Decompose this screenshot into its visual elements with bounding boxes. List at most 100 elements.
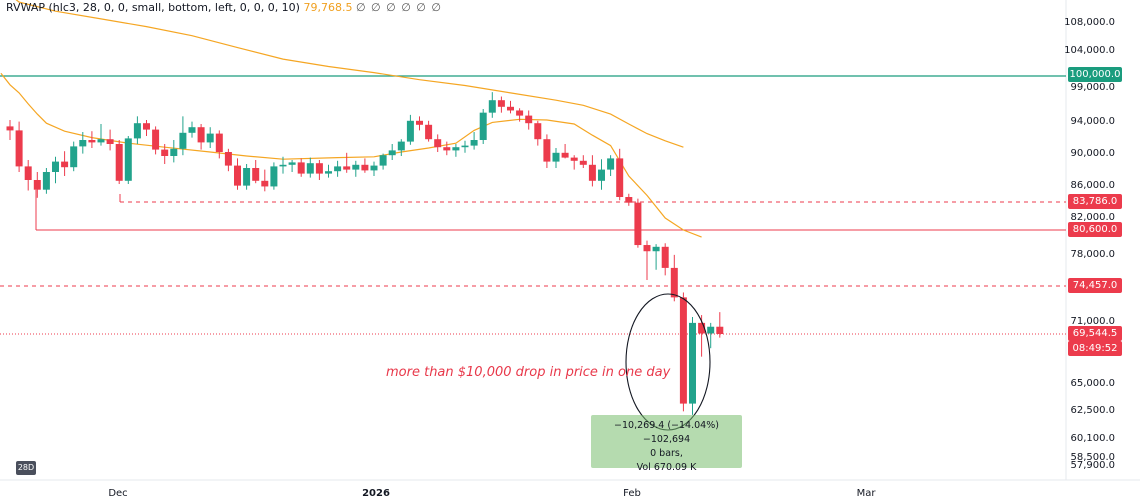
rvwap-value: 79,768.5 xyxy=(303,1,353,14)
candle xyxy=(115,140,123,184)
candle-body xyxy=(616,158,624,198)
candle xyxy=(197,124,205,150)
y-tick-label: 62,500.0 xyxy=(1070,405,1115,416)
y-tick-label: 94,000.0 xyxy=(1070,116,1115,127)
candle xyxy=(361,158,369,173)
rvwap-null-values: ∅ ∅ ∅ ∅ ∅ ∅ xyxy=(355,1,442,14)
candle xyxy=(497,96,505,113)
tradingview-logo[interactable]: 28D xyxy=(16,461,36,475)
candle xyxy=(689,317,696,415)
candle-body xyxy=(243,168,251,186)
candle xyxy=(352,160,360,177)
candle xyxy=(452,144,460,157)
drop-annotation[interactable]: more than $10,000 drop in price in one d… xyxy=(386,365,671,380)
candle-body xyxy=(661,246,669,268)
candle-body xyxy=(224,152,232,166)
candle xyxy=(88,131,96,148)
candle-body xyxy=(488,100,496,113)
candle xyxy=(206,127,214,148)
y-tick-label: 86,000.0 xyxy=(1070,180,1115,191)
candle-body xyxy=(70,146,78,168)
candle xyxy=(716,312,724,338)
candle-body xyxy=(124,138,132,181)
candle-body xyxy=(588,164,596,181)
candle-body xyxy=(152,129,160,150)
candle-body xyxy=(24,166,32,180)
candle xyxy=(297,158,305,177)
candle-body xyxy=(507,106,514,111)
countdown-tag: 08:49:52 xyxy=(1068,341,1122,356)
candle-body xyxy=(579,160,587,165)
candle-body xyxy=(179,132,187,149)
candle-body xyxy=(497,100,505,107)
candle xyxy=(552,148,560,168)
candle xyxy=(61,151,69,176)
candle xyxy=(124,136,132,184)
candle-body xyxy=(643,245,651,252)
candle xyxy=(261,169,269,192)
candle xyxy=(634,198,642,248)
rvwap-legend[interactable]: RVWAP (hlc3, 28, 0, 0, small, bottom, le… xyxy=(6,1,442,14)
candle xyxy=(379,153,387,170)
candle-body xyxy=(370,165,378,171)
candle-body xyxy=(634,202,642,246)
candle xyxy=(525,110,533,130)
x-tick-label: 2026 xyxy=(362,488,390,499)
candle xyxy=(270,162,278,190)
candle-body xyxy=(361,164,369,171)
candle xyxy=(179,116,187,156)
candle xyxy=(425,120,433,142)
candle-body xyxy=(234,165,241,186)
candle xyxy=(33,172,41,198)
candle-body xyxy=(543,139,551,162)
candle xyxy=(643,240,651,281)
price-tag-100000: 100,000.0 xyxy=(1068,67,1122,82)
candle-body xyxy=(252,168,260,181)
y-tick-label: 108,000.0 xyxy=(1064,17,1115,28)
candle xyxy=(579,155,587,168)
candle-body xyxy=(379,155,387,166)
candle-body xyxy=(707,326,715,334)
candle xyxy=(106,129,114,151)
candle-body xyxy=(425,124,433,140)
candle-body xyxy=(406,120,414,142)
candle-body xyxy=(343,166,351,170)
candle xyxy=(161,144,169,164)
candle xyxy=(388,144,396,160)
candle-body xyxy=(670,267,678,298)
candle xyxy=(15,121,23,172)
candle xyxy=(97,124,105,146)
candle-body xyxy=(525,115,533,124)
y-tick-label: 65,000.0 xyxy=(1070,378,1115,389)
candle xyxy=(70,141,78,172)
candle xyxy=(679,292,687,412)
candle-body xyxy=(33,180,41,190)
candle xyxy=(443,141,451,156)
candle xyxy=(479,109,487,144)
candle xyxy=(670,254,678,302)
candle xyxy=(707,322,715,349)
candle-body xyxy=(143,123,150,130)
y-tick-label: 90,000.0 xyxy=(1070,148,1115,159)
candle xyxy=(170,140,178,163)
candle xyxy=(416,116,423,131)
candle-body xyxy=(607,158,615,170)
candle xyxy=(325,164,332,178)
candle xyxy=(215,130,223,159)
candle-body xyxy=(261,180,269,187)
candle-body xyxy=(516,110,524,116)
candle-body xyxy=(270,166,278,187)
candle xyxy=(224,148,232,172)
rvwap-label: RVWAP (hlc3, 28, 0, 0, small, bottom, le… xyxy=(6,1,300,14)
candle-body xyxy=(97,139,105,143)
candle-body xyxy=(6,126,14,131)
candle-body xyxy=(133,123,141,139)
candle-body xyxy=(561,152,569,158)
candle-body xyxy=(397,141,405,151)
y-tick-label: 57,900.0 xyxy=(1070,460,1115,471)
measure-bars: 0 bars, xyxy=(650,448,683,459)
candle xyxy=(24,160,32,191)
candle-body xyxy=(79,140,87,147)
x-tick-label: Mar xyxy=(857,488,877,499)
